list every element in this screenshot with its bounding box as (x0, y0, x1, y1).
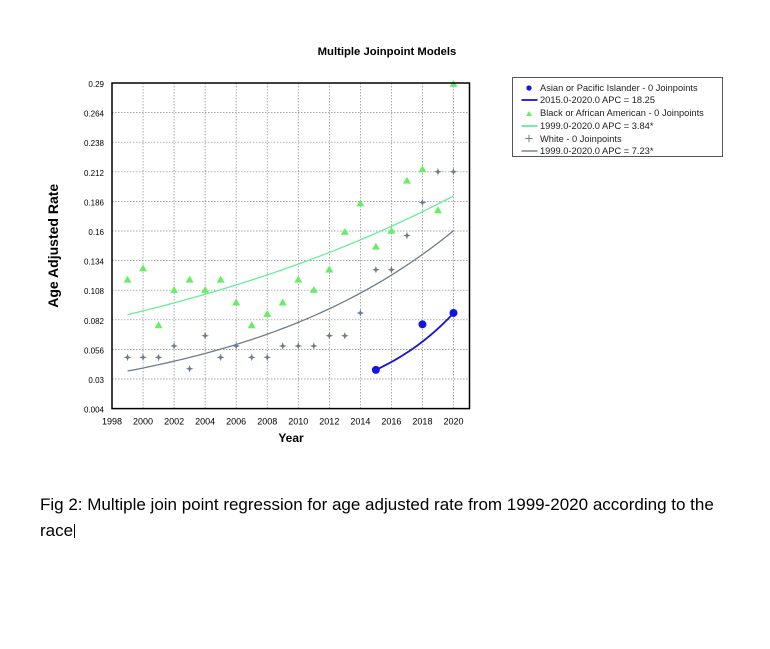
svg-text:0.03: 0.03 (88, 376, 104, 385)
svg-text:2012: 2012 (319, 417, 339, 427)
svg-text:2000: 2000 (133, 417, 153, 427)
svg-text:0.056: 0.056 (84, 346, 105, 355)
svg-text:0.186: 0.186 (84, 198, 105, 207)
svg-text:0.082: 0.082 (84, 317, 105, 326)
svg-text:0.264: 0.264 (84, 110, 105, 119)
svg-text:0.16: 0.16 (88, 228, 104, 237)
svg-text:0.212: 0.212 (84, 169, 105, 178)
svg-text:2014: 2014 (350, 417, 370, 427)
svg-text:1999.0-2020.0 APC = 7.23*: 1999.0-2020.0 APC = 7.23* (540, 146, 654, 156)
svg-text:2008: 2008 (257, 417, 277, 427)
svg-text:2018: 2018 (412, 417, 432, 427)
svg-text:2015.0-2020.0 APC = 18.25: 2015.0-2020.0 APC = 18.25 (540, 95, 655, 105)
svg-text:Asian or Pacific Islander - 0: Asian or Pacific Islander - 0 Joinpoints (540, 83, 698, 93)
svg-text:0.108: 0.108 (84, 287, 105, 296)
svg-text:0.134: 0.134 (84, 258, 105, 267)
svg-text:White - 0 Joinpoints: White - 0 Joinpoints (540, 134, 622, 144)
svg-text:Year: Year (278, 431, 304, 445)
svg-text:2006: 2006 (226, 417, 246, 427)
svg-text:2016: 2016 (381, 417, 401, 427)
svg-text:Multiple Joinpoint Models: Multiple Joinpoint Models (318, 46, 457, 58)
svg-text:2004: 2004 (195, 417, 215, 427)
svg-text:0.29: 0.29 (88, 80, 104, 89)
svg-text:2020: 2020 (443, 417, 463, 427)
svg-text:2002: 2002 (164, 417, 184, 427)
svg-text:Age Adjusted Rate: Age Adjusted Rate (45, 184, 61, 308)
svg-text:0.238: 0.238 (84, 139, 105, 148)
svg-text:1999.0-2020.0 APC = 3.84*: 1999.0-2020.0 APC = 3.84* (540, 121, 654, 131)
svg-text:2010: 2010 (288, 417, 308, 427)
svg-text:1998: 1998 (102, 417, 122, 427)
svg-text:Black or African American - 0: Black or African American - 0 Joinpoints (540, 108, 704, 118)
svg-text:0.004: 0.004 (84, 406, 105, 415)
